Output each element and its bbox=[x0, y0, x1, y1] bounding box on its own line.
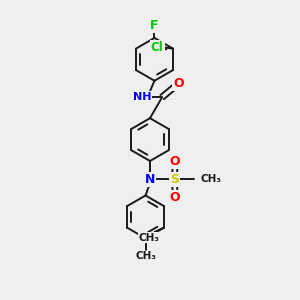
Text: CH₃: CH₃ bbox=[200, 174, 221, 184]
Text: NH: NH bbox=[133, 92, 151, 102]
Text: O: O bbox=[170, 155, 180, 168]
Text: F: F bbox=[150, 19, 159, 32]
Text: CH₃: CH₃ bbox=[135, 251, 156, 261]
Text: CH₃: CH₃ bbox=[138, 233, 159, 243]
Text: O: O bbox=[173, 77, 184, 90]
Text: O: O bbox=[170, 191, 180, 204]
Text: N: N bbox=[145, 173, 155, 186]
Text: Cl: Cl bbox=[151, 41, 164, 54]
Text: S: S bbox=[170, 173, 179, 186]
